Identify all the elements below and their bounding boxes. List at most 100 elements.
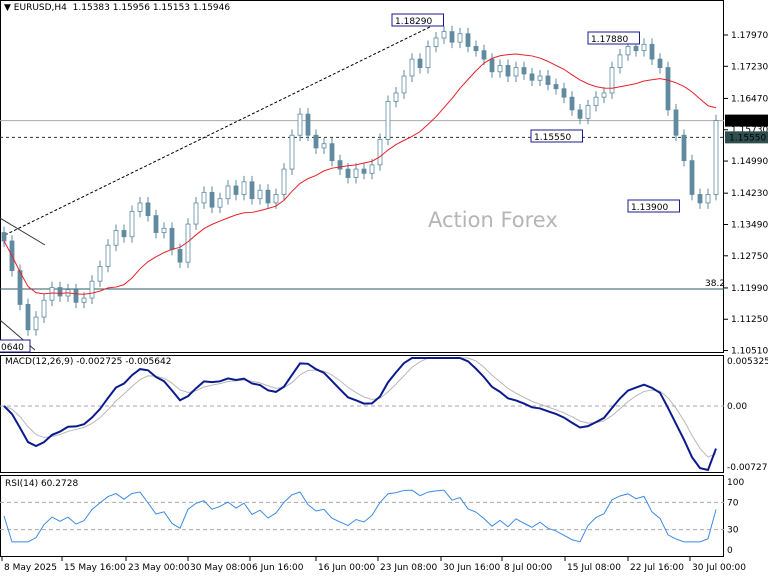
candle: [297, 108, 303, 142]
candle-body: [193, 202, 199, 225]
candle: [161, 222, 167, 239]
candle-body: [601, 92, 607, 98]
candle: [113, 224, 119, 252]
candle: [705, 188, 711, 209]
candle-body: [73, 289, 79, 303]
candle-body: [1, 232, 7, 242]
candle-body: [697, 194, 703, 204]
candle-body: [105, 244, 111, 267]
candle-body: [41, 299, 47, 318]
candle: [257, 184, 263, 205]
candle: [617, 48, 623, 74]
time-tick: 16 Jun 00:00: [318, 563, 375, 573]
candle-body: [617, 54, 623, 68]
candle-body: [273, 194, 279, 204]
candle: [417, 53, 423, 74]
candle-body: [17, 270, 23, 305]
price-tag-text: 1.15946: [729, 117, 766, 127]
candle-body: [321, 143, 327, 149]
candle-body: [209, 191, 215, 208]
macd-label: MACD(12,26,9) -0.002725 -0.005642: [5, 357, 172, 367]
candle: [601, 87, 607, 104]
price-tick: 1.15730: [731, 126, 768, 136]
candle: [673, 103, 679, 142]
candle: [649, 38, 655, 66]
candle: [345, 163, 351, 184]
candle-body: [233, 185, 239, 195]
time-tick: 8 Jul 00:00: [504, 563, 553, 573]
candle-body: [537, 75, 543, 81]
price-annotation: 1.13900: [631, 203, 668, 213]
candle-body: [177, 249, 183, 263]
candle: [513, 61, 519, 82]
candle: [377, 133, 383, 171]
rsi-panel: [0, 475, 724, 557]
fib-label: 38.2: [705, 279, 725, 289]
dropdown-triangle-icon[interactable]: ▼: [4, 3, 11, 13]
candle: [129, 205, 135, 243]
candle-body: [393, 92, 399, 102]
price-annotation-box: [530, 129, 583, 143]
candle: [25, 298, 31, 336]
candle-body: [473, 46, 479, 52]
chart-header: ▼ EURUSD,H4 1.15383 1.15956 1.15153 1.15…: [4, 3, 230, 13]
candle: [337, 154, 343, 176]
candle: [497, 59, 503, 78]
candle: [393, 87, 399, 108]
time-tick: 8 May 2025: [4, 563, 57, 573]
price-tick: 1.10510: [731, 347, 768, 357]
candle: [585, 99, 591, 125]
candle: [409, 53, 415, 82]
candle-body: [641, 43, 647, 52]
candle-body: [33, 316, 39, 331]
price-annotation-box: [627, 199, 680, 213]
candle: [657, 53, 663, 74]
candle: [609, 61, 615, 99]
rsi-tick: 70: [727, 498, 739, 508]
candle-body: [529, 73, 535, 81]
candle-body: [593, 96, 599, 107]
rsi-line: [3, 489, 717, 543]
ohlc: 1.15383 1.15956 1.15153 1.15946: [72, 3, 231, 13]
candle: [41, 294, 47, 324]
candle-body: [513, 67, 519, 77]
candle-body: [481, 50, 487, 60]
candle-body: [441, 31, 447, 39]
candle: [81, 292, 87, 309]
price-tick: 1.17970: [731, 31, 768, 41]
candle-body: [561, 88, 567, 98]
candle: [313, 129, 319, 154]
price-tick: 1.14230: [731, 189, 768, 199]
candle: [385, 95, 391, 146]
candle-body: [705, 194, 711, 204]
time-tick: 15 May 16:00: [64, 563, 126, 573]
candle-body: [313, 134, 319, 149]
price-tag-text: 1.15550: [729, 133, 766, 143]
candle-body: [409, 58, 415, 77]
candle: [329, 137, 335, 167]
macd-tick: 0.00: [727, 402, 747, 412]
candle: [441, 25, 447, 44]
candle-body: [49, 287, 55, 301]
candle: [73, 283, 79, 309]
candle-body: [249, 181, 255, 200]
macd-panel: [0, 355, 724, 473]
watermark: Action Forex: [428, 208, 558, 232]
candle-body: [449, 31, 455, 43]
price-tag: [725, 131, 768, 144]
candle-body: [241, 181, 247, 195]
candle: [457, 27, 463, 49]
candle-body: [329, 143, 335, 162]
price-tick: 1.14990: [731, 157, 768, 167]
candle: [57, 281, 63, 302]
candle-body: [401, 75, 407, 94]
candle-body: [681, 134, 687, 162]
price-annotation: 1.17880: [591, 35, 628, 45]
candle-body: [97, 265, 103, 282]
candle: [425, 40, 431, 74]
candle-body: [713, 120, 719, 195]
candle-body: [577, 109, 583, 119]
rsi-tick: 30: [727, 526, 739, 536]
time-tick: 30 Jun 16:00: [443, 563, 500, 573]
